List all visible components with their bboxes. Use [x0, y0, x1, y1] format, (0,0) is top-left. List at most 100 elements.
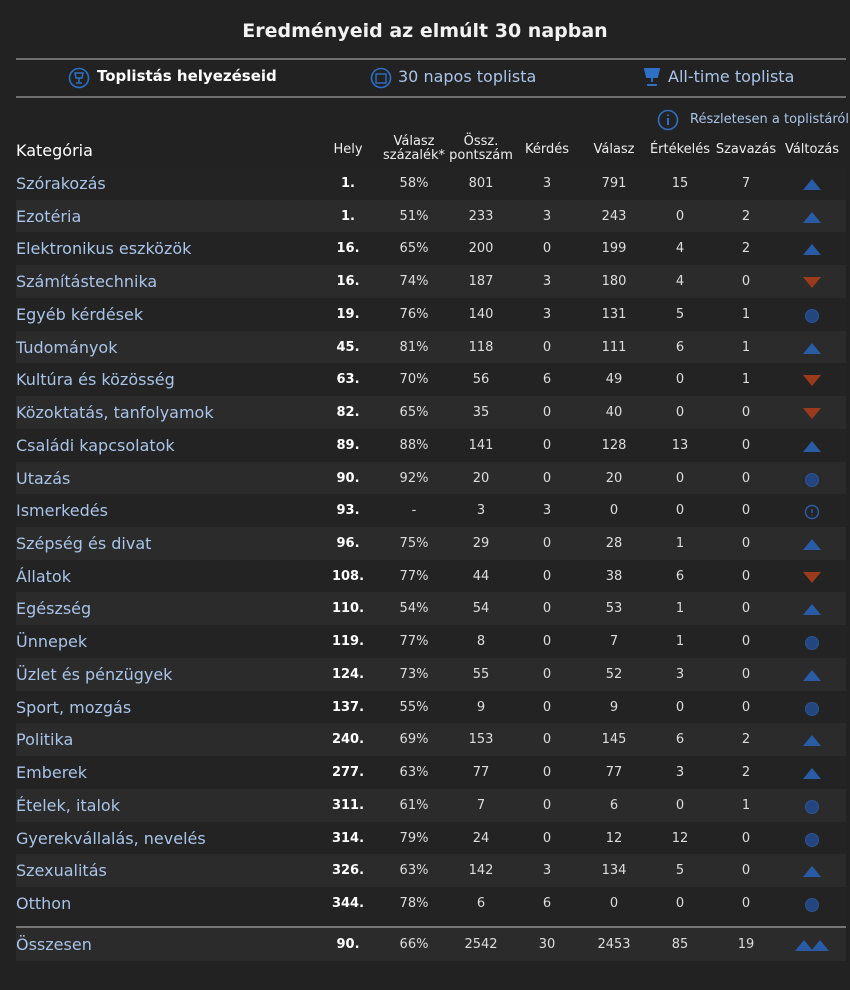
category-link[interactable]: Kultúra és közösség: [16, 370, 175, 390]
cell: 96.: [336, 536, 360, 552]
category-link[interactable]: Ezotéria: [16, 206, 82, 226]
category-link[interactable]: Szépség és divat: [16, 534, 152, 554]
cell: 0: [675, 208, 685, 224]
divider: [16, 58, 846, 60]
cell: 76%: [399, 306, 429, 322]
category-link[interactable]: Sport, mozgás: [16, 697, 132, 717]
cell: 0: [542, 732, 552, 748]
cell: 6: [675, 732, 685, 748]
cell: 6: [542, 896, 552, 912]
cell: 53: [605, 601, 623, 617]
tab[interactable]: Toplistás helyezéseid: [97, 67, 277, 85]
details-link[interactable]: Részletesen a toplistáról: [690, 112, 849, 127]
cell: 0: [542, 601, 552, 617]
category-link[interactable]: Tudományok: [16, 337, 118, 357]
cell: 0: [741, 437, 751, 453]
cell: 6: [476, 896, 486, 912]
cell: 4: [675, 241, 685, 257]
cell: 0: [741, 405, 751, 421]
change-icon: [803, 375, 821, 387]
table-row: Közoktatás, tanfolyamok 82. 65% 35 0 40 0 0: [16, 396, 846, 430]
category-link[interactable]: Családi kapcsolatok: [16, 435, 175, 455]
cell: 3: [542, 176, 552, 191]
cell: 142: [468, 863, 494, 879]
category-link[interactable]: Ismerkedés: [16, 501, 108, 521]
cell: 0: [741, 470, 751, 486]
cell: 63.: [336, 372, 360, 388]
cell: 187: [468, 274, 494, 290]
cell: 8: [476, 634, 486, 650]
cell: 145: [601, 732, 627, 748]
category-link[interactable]: Közoktatás, tanfolyamok: [16, 403, 214, 423]
category-link[interactable]: Számítástechnika: [16, 272, 158, 292]
cell: 0: [741, 601, 751, 617]
category-link[interactable]: Otthon: [16, 894, 72, 914]
cell: 0: [542, 765, 552, 781]
cell: 153: [468, 732, 494, 748]
cell: 79%: [399, 830, 429, 846]
table-row: Családi kapcsolatok 89. 88% 141 0 128 13 0: [16, 428, 846, 462]
cell: 7: [741, 176, 751, 191]
cell: 3: [476, 503, 486, 519]
page-title: Eredményeid az elmúlt 30 napban: [242, 20, 608, 42]
cell: 801: [468, 176, 494, 191]
category-link[interactable]: Emberek: [16, 763, 88, 783]
category-link[interactable]: Elektronikus eszközök: [16, 239, 192, 259]
cell: 1: [741, 797, 751, 813]
change-icon: [805, 472, 819, 487]
change-icon: [803, 440, 821, 452]
category-link[interactable]: Utazás: [16, 468, 71, 488]
tab[interactable]: All-time toplista: [668, 67, 795, 86]
cell: 19.: [336, 306, 360, 322]
category-link[interactable]: Politika: [16, 730, 74, 750]
cell: 63%: [399, 765, 429, 781]
cell: 131: [601, 306, 627, 322]
cell: 0: [542, 568, 552, 584]
cell: 7: [609, 634, 619, 650]
cell: 65%: [399, 241, 429, 257]
category-link[interactable]: Üzlet és pénzügyek: [16, 664, 173, 684]
cell: 66%: [399, 937, 429, 952]
cell: 9: [476, 699, 486, 715]
cell: 54: [472, 601, 490, 617]
cell: 77%: [399, 634, 429, 650]
cell: 0: [675, 470, 685, 486]
category-link[interactable]: Gyerekvállalás, nevelés: [16, 828, 206, 848]
table-row: Szépség és divat 96. 75% 29 0 28 1 0: [16, 527, 846, 561]
cell: 3: [542, 208, 552, 224]
category-link[interactable]: Összesen: [16, 935, 92, 954]
change-icon: [803, 211, 821, 223]
category-link[interactable]: Ételek, italok: [16, 795, 120, 815]
category-link[interactable]: Egyéb kérdések: [16, 304, 144, 324]
change-icon: [803, 179, 821, 190]
cell: 0: [741, 830, 751, 846]
cell: 61%: [399, 797, 429, 813]
cell: 1: [741, 339, 751, 355]
column-header: Össz. pontszám: [449, 134, 513, 163]
change-icon: [805, 701, 819, 716]
category-link[interactable]: Szexualitás: [16, 861, 107, 881]
table-row: Sport, mozgás 137. 55% 9 0 9 0 0: [16, 690, 846, 724]
cell: 2: [741, 208, 751, 224]
cell: 0: [542, 405, 552, 421]
category-link[interactable]: Szórakozás: [16, 174, 106, 193]
tab[interactable]: 30 napos toplista: [398, 67, 537, 86]
change-icon: [803, 866, 821, 878]
change-icon: [803, 669, 821, 681]
table-row: Ezotéria 1. 51% 233 3 243 0 2: [16, 199, 846, 233]
change-icon: [805, 898, 819, 913]
cell: 0: [741, 274, 751, 290]
cell: 0: [609, 503, 619, 519]
cell: 49: [605, 372, 623, 388]
change-icon: [803, 408, 821, 420]
category-link[interactable]: Ünnepek: [16, 632, 88, 652]
category-link[interactable]: Egészség: [16, 599, 92, 619]
change-icon: [803, 244, 821, 256]
cell: 233: [468, 208, 494, 224]
category-link[interactable]: Állatok: [16, 566, 71, 586]
cell: 2: [741, 765, 751, 781]
cell: 5: [675, 306, 685, 322]
column-header: Szavazás: [715, 142, 777, 157]
cell: 16.: [336, 241, 360, 257]
